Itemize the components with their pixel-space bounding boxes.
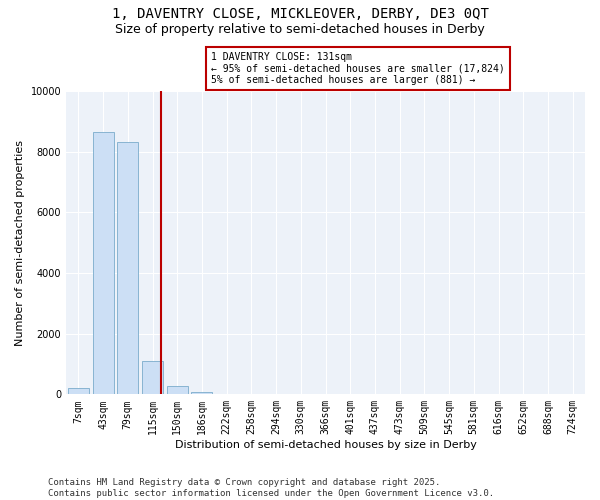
- Bar: [191, 392, 212, 394]
- Bar: [92, 132, 113, 394]
- Text: Size of property relative to semi-detached houses in Derby: Size of property relative to semi-detach…: [115, 22, 485, 36]
- Text: Contains HM Land Registry data © Crown copyright and database right 2025.
Contai: Contains HM Land Registry data © Crown c…: [48, 478, 494, 498]
- Bar: [118, 142, 139, 394]
- X-axis label: Distribution of semi-detached houses by size in Derby: Distribution of semi-detached houses by …: [175, 440, 476, 450]
- Bar: [68, 388, 89, 394]
- Bar: [142, 361, 163, 394]
- Bar: [167, 386, 188, 394]
- Y-axis label: Number of semi-detached properties: Number of semi-detached properties: [15, 140, 25, 346]
- Text: 1 DAVENTRY CLOSE: 131sqm
← 95% of semi-detached houses are smaller (17,824)
5% o: 1 DAVENTRY CLOSE: 131sqm ← 95% of semi-d…: [211, 52, 505, 85]
- Text: 1, DAVENTRY CLOSE, MICKLEOVER, DERBY, DE3 0QT: 1, DAVENTRY CLOSE, MICKLEOVER, DERBY, DE…: [112, 8, 488, 22]
